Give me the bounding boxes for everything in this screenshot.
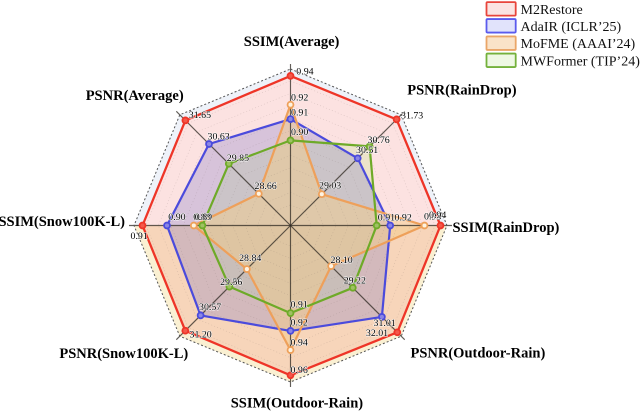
svg-text:PSNR(Snow100K-L): PSNR(Snow100K-L) <box>59 346 188 362</box>
svg-text:AdaIR (ICLR’25): AdaIR (ICLR’25) <box>521 20 622 35</box>
svg-text:PSNR(Average): PSNR(Average) <box>86 88 184 104</box>
svg-text:0.92: 0.92 <box>291 317 308 328</box>
svg-text:30.63: 30.63 <box>208 132 230 143</box>
svg-text:0.91: 0.91 <box>291 299 308 310</box>
svg-text:PSNR(Outdoor-Rain): PSNR(Outdoor-Rain) <box>410 345 545 361</box>
svg-text:0.93: 0.93 <box>424 212 441 223</box>
svg-text:28.84: 28.84 <box>239 253 261 264</box>
svg-text:29.85: 29.85 <box>227 153 249 164</box>
svg-text:0.90: 0.90 <box>291 127 308 138</box>
svg-text:0.92: 0.92 <box>291 92 308 103</box>
svg-text:31.01: 31.01 <box>374 318 396 329</box>
svg-text:0.91: 0.91 <box>291 107 308 118</box>
svg-text:MoFME (AAAI’24): MoFME (AAAI’24) <box>521 37 636 52</box>
svg-text:31.73: 31.73 <box>401 110 423 121</box>
svg-text:30.51: 30.51 <box>356 145 378 156</box>
svg-text:0.89: 0.89 <box>195 212 212 223</box>
svg-text:SSIM(Snow100K-L): SSIM(Snow100K-L) <box>0 214 125 230</box>
svg-text:29.22: 29.22 <box>344 275 366 286</box>
svg-text:0.91: 0.91 <box>131 231 148 242</box>
svg-text:SSIM(Average): SSIM(Average) <box>244 34 340 50</box>
svg-text:0.94: 0.94 <box>429 210 446 221</box>
svg-text:29.03: 29.03 <box>319 180 341 191</box>
svg-text:32.01: 32.01 <box>366 328 388 339</box>
svg-text:M2Restore: M2Restore <box>521 3 583 18</box>
svg-text:0.96: 0.96 <box>291 365 308 376</box>
svg-text:0.94: 0.94 <box>291 337 308 348</box>
svg-text:30.76: 30.76 <box>368 135 390 146</box>
svg-text:28.66: 28.66 <box>255 181 277 192</box>
svg-text:PSNR(RainDrop): PSNR(RainDrop) <box>407 83 516 99</box>
svg-text:30.57: 30.57 <box>199 302 221 313</box>
svg-text:0.90: 0.90 <box>168 212 185 223</box>
svg-text:SSIM(RainDrop): SSIM(RainDrop) <box>452 220 559 236</box>
svg-text:0.88: 0.88 <box>193 212 210 223</box>
svg-text:31.20: 31.20 <box>190 330 212 341</box>
svg-text:0.92: 0.92 <box>395 212 412 223</box>
svg-text:31.65: 31.65 <box>189 110 211 121</box>
svg-text:MWFormer (TIP’24): MWFormer (TIP’24) <box>521 54 640 69</box>
svg-text:28.10: 28.10 <box>331 255 353 266</box>
svg-text:0.94: 0.94 <box>296 67 313 78</box>
svg-text:29.56: 29.56 <box>220 277 242 288</box>
svg-text:SSIM(Outdoor-Rain): SSIM(Outdoor-Rain) <box>231 396 364 412</box>
svg-text:0.91: 0.91 <box>378 212 395 223</box>
